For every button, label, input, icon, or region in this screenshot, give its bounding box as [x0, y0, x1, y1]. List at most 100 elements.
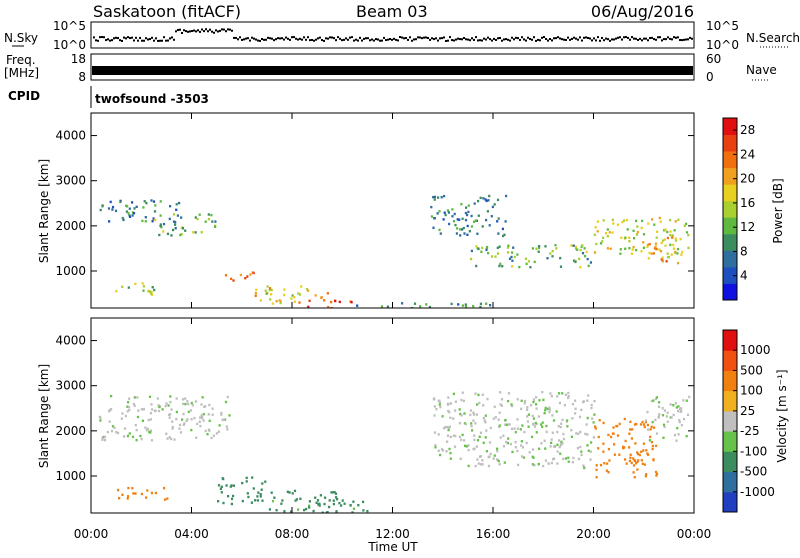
- echo-cell: [673, 229, 676, 232]
- echo-cell: [119, 200, 122, 204]
- echo-cell: [531, 448, 535, 451]
- echo-cell: [672, 247, 675, 250]
- echo-cell: [540, 423, 543, 426]
- nsky-sample: [327, 37, 329, 40]
- echo-cell: [444, 426, 447, 429]
- echo-cell: [669, 218, 672, 222]
- echo-cell: [642, 423, 646, 426]
- echo-cell: [461, 228, 464, 231]
- nsky-sample: [387, 38, 389, 41]
- echo-cell: [117, 488, 120, 492]
- echo-cell: [437, 449, 440, 452]
- nsky-sample: [323, 39, 325, 42]
- colorbar-segment: [723, 431, 737, 452]
- echo-cell: [480, 250, 483, 253]
- echo-cell: [481, 225, 484, 228]
- echo-cell: [142, 206, 145, 209]
- x-tick-label: 20:00: [576, 527, 611, 541]
- colorbar-segment: [723, 233, 737, 251]
- echo-cell: [666, 252, 669, 255]
- echo-cell: [349, 504, 352, 507]
- echo-cell: [439, 405, 442, 409]
- echo-cell: [520, 440, 523, 443]
- echo-cell: [204, 429, 207, 433]
- echo-cell: [566, 419, 569, 422]
- echo-cell: [664, 228, 667, 231]
- nsky-sample: [453, 39, 455, 42]
- echo-cell: [635, 248, 638, 252]
- nsky-sample: [377, 38, 379, 41]
- nsky-sample: [481, 39, 483, 42]
- velocity-ylabel: Slant Range [km]: [37, 364, 51, 468]
- echo-cell: [480, 463, 483, 466]
- echo-cell: [595, 464, 598, 467]
- nsky-sample: [211, 30, 213, 33]
- echo-cell: [259, 299, 262, 302]
- echo-cell: [303, 508, 306, 512]
- echo-cell: [156, 397, 159, 400]
- echo-cell: [352, 500, 355, 503]
- nsky-sample: [463, 36, 465, 39]
- nsky-sample: [271, 37, 273, 40]
- echo-cell: [602, 219, 605, 222]
- nave-label: Nave: [746, 63, 777, 77]
- echo-cell: [567, 395, 570, 398]
- nsky-sample: [483, 37, 485, 40]
- echo-cell: [531, 247, 534, 250]
- echo-cell: [550, 461, 553, 465]
- echo-cell: [466, 213, 469, 217]
- echo-cell: [121, 216, 124, 220]
- nsky-sample: [299, 37, 301, 40]
- echo-cell: [662, 436, 665, 439]
- colorbar-segment: [723, 350, 737, 371]
- echo-cell: [443, 427, 446, 430]
- nsky-sample: [311, 38, 313, 41]
- echo-cell: [452, 392, 455, 396]
- colorbar-segment: [723, 134, 737, 152]
- colorbar-tick-label: 25: [740, 404, 755, 418]
- echo-cell: [291, 294, 294, 297]
- nsky-sample: [517, 37, 519, 40]
- echo-cell: [661, 258, 664, 262]
- colorbar-tick-label: 24: [740, 147, 755, 161]
- echo-cell: [624, 247, 627, 250]
- nsky-sample: [447, 39, 449, 42]
- echo-cell: [642, 246, 645, 249]
- echo-cell: [149, 290, 152, 293]
- echo-cell: [264, 480, 267, 483]
- echo-cell: [643, 425, 646, 429]
- echo-cell: [656, 230, 659, 233]
- colorbar-segment: [723, 217, 737, 235]
- nsky-sample: [393, 37, 395, 40]
- echo-cell: [454, 434, 457, 438]
- echo-cell: [179, 233, 182, 237]
- echo-cell: [457, 303, 460, 306]
- echo-cell: [195, 436, 198, 439]
- nsky-sample: [603, 39, 605, 42]
- echo-cell: [655, 396, 658, 399]
- echo-cell: [494, 416, 497, 419]
- echo-cell: [486, 397, 489, 401]
- nsky-sample: [151, 36, 153, 39]
- nsky-sample: [329, 36, 331, 39]
- nsky-sample: [419, 36, 421, 39]
- freq-tick-top: 18: [71, 52, 86, 66]
- nsky-sample: [567, 36, 569, 39]
- echo-cell: [473, 434, 476, 437]
- echo-cell: [586, 433, 589, 436]
- echo-cell: [190, 401, 193, 405]
- nsky-sample: [403, 37, 405, 40]
- colorbar-tick-label: -25: [740, 424, 760, 438]
- echo-cell: [548, 406, 551, 409]
- echo-cell: [494, 255, 497, 258]
- echo-cell: [566, 425, 569, 428]
- echo-cell: [482, 441, 485, 444]
- echo-cell: [674, 250, 677, 254]
- echo-cell: [434, 446, 437, 449]
- echo-cell: [128, 397, 131, 400]
- echo-cell: [221, 418, 224, 422]
- echo-cell: [663, 409, 666, 412]
- nsky-sample: [449, 36, 451, 39]
- echo-cell: [667, 255, 670, 259]
- echo-cell: [680, 253, 683, 256]
